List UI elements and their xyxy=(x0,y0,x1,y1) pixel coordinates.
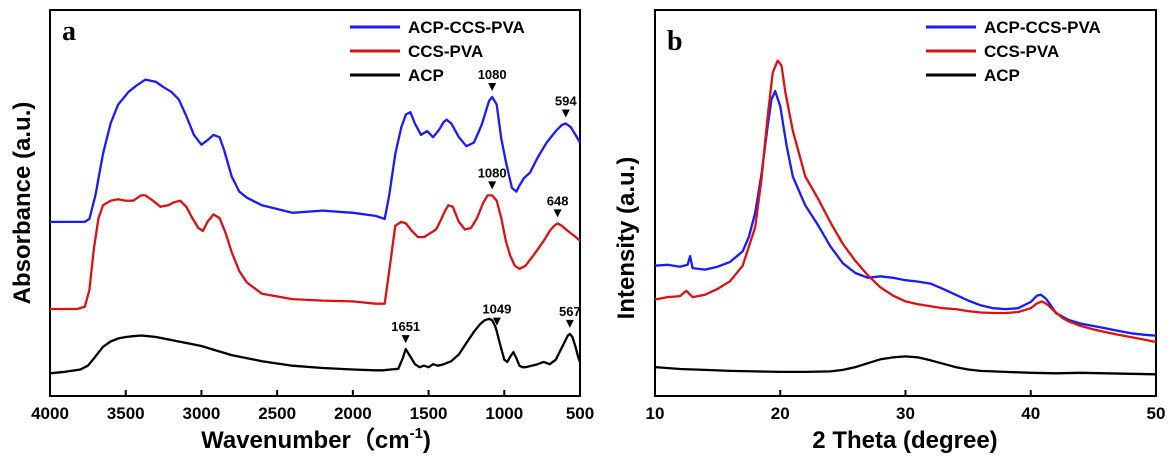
x-tick-label: 20 xyxy=(771,404,790,423)
x-tick-label: 3000 xyxy=(183,404,221,423)
legend-label: ACP xyxy=(408,66,444,85)
annotation-label: 594 xyxy=(555,94,577,109)
panel-a-x-axis-label-unit: cm xyxy=(375,427,410,454)
x-tick-label: 40 xyxy=(1021,404,1040,423)
panel-a-x-axis-label-paren-open: （ xyxy=(351,427,375,454)
series-line-ccs-pva xyxy=(654,59,1157,344)
annotation-label: 1049 xyxy=(482,302,511,317)
panel-b: b 10 20 30 40 50 ACP-CCS-PVA CCS-PVA ACP Inten… xyxy=(613,9,1166,454)
panel-a-y-axis-label: Absorbance (a.u.) xyxy=(9,102,36,305)
x-tick-label: 1500 xyxy=(410,404,448,423)
annotation-label: 1080 xyxy=(478,67,507,82)
series-line-acp-ccs-pva xyxy=(50,78,581,224)
panel-a-plot-frame xyxy=(49,9,581,397)
x-tick-label: 1000 xyxy=(485,404,523,423)
panel-a-annotations: 1080 594 1080 648 1651 1049 567 xyxy=(391,67,581,344)
panel-b-legend: ACP-CCS-PVA CCS-PVA ACP xyxy=(926,18,1101,85)
x-tick-label: 30 xyxy=(896,404,915,423)
x-tick-label: 2000 xyxy=(334,404,372,423)
panel-b-x-ticks: 10 20 30 40 50 xyxy=(646,390,1166,423)
panel-a-x-axis-label: Wavenumber（cm-1) xyxy=(201,425,431,454)
panel-a-x-axis-label-main: Wavenumber xyxy=(201,427,351,454)
series-line-acp-ccs-pva xyxy=(654,89,1157,337)
annotation-arrow xyxy=(565,319,574,328)
series-line-ccs-pva xyxy=(50,194,581,311)
series-line-acp xyxy=(654,355,1157,376)
annotation-label: 1080 xyxy=(478,165,507,180)
panel-a: a 4000 3500 3000 2500 2000 1500 1000 500 1080 59… xyxy=(9,9,594,454)
panel-a-legend: ACP-CCS-PVA CCS-PVA ACP xyxy=(350,18,525,85)
panel-a-x-axis-label-paren-close: ) xyxy=(423,427,431,454)
panel-b-label: b xyxy=(667,26,683,57)
panel-b-x-axis-label: 2 Theta (degree) xyxy=(812,427,997,454)
x-tick-label: 50 xyxy=(1147,404,1166,423)
legend-label: ACP-CCS-PVA xyxy=(984,18,1101,37)
annotation-arrow xyxy=(401,335,410,344)
x-tick-label: 10 xyxy=(646,404,665,423)
x-tick-label: 2500 xyxy=(258,404,296,423)
panel-b-y-axis-label: Intensity (a.u.) xyxy=(613,157,640,320)
panel-a-x-axis-label-exponent: -1 xyxy=(410,425,423,442)
annotation-label: 648 xyxy=(547,193,569,208)
legend-label: ACP-CCS-PVA xyxy=(408,18,525,37)
x-tick-label: 3500 xyxy=(107,404,145,423)
legend-label: CCS-PVA xyxy=(984,42,1059,61)
legend-label: CCS-PVA xyxy=(408,42,483,61)
panel-b-plot-frame xyxy=(654,9,1157,397)
annotation-label: 567 xyxy=(559,304,581,319)
x-tick-label: 4000 xyxy=(31,404,69,423)
panel-b-series xyxy=(654,59,1157,376)
annotation-arrow xyxy=(492,317,501,326)
annotation-arrow xyxy=(561,109,570,118)
series-line-acp xyxy=(49,317,582,375)
panel-a-series xyxy=(49,78,582,375)
panel-a-label: a xyxy=(62,16,76,47)
annotation-arrow xyxy=(488,181,497,190)
panel-a-x-ticks: 4000 3500 3000 2500 2000 1500 1000 500 xyxy=(31,390,594,423)
legend-label: ACP xyxy=(984,66,1020,85)
x-tick-label: 500 xyxy=(566,404,594,423)
annotation-arrow xyxy=(553,209,562,218)
annotation-arrow xyxy=(488,83,497,92)
annotation-label: 1651 xyxy=(391,319,420,334)
